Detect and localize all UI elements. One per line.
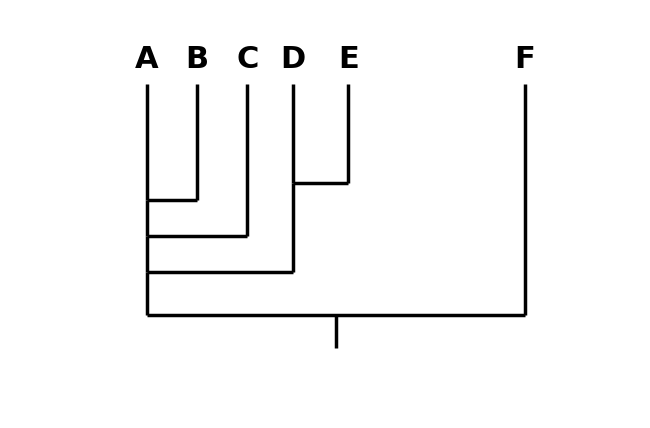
Text: B: B bbox=[185, 45, 209, 74]
Text: D: D bbox=[280, 45, 305, 74]
Text: C: C bbox=[237, 45, 259, 74]
Text: A: A bbox=[135, 45, 159, 74]
Text: E: E bbox=[338, 45, 359, 74]
Text: F: F bbox=[514, 45, 535, 74]
